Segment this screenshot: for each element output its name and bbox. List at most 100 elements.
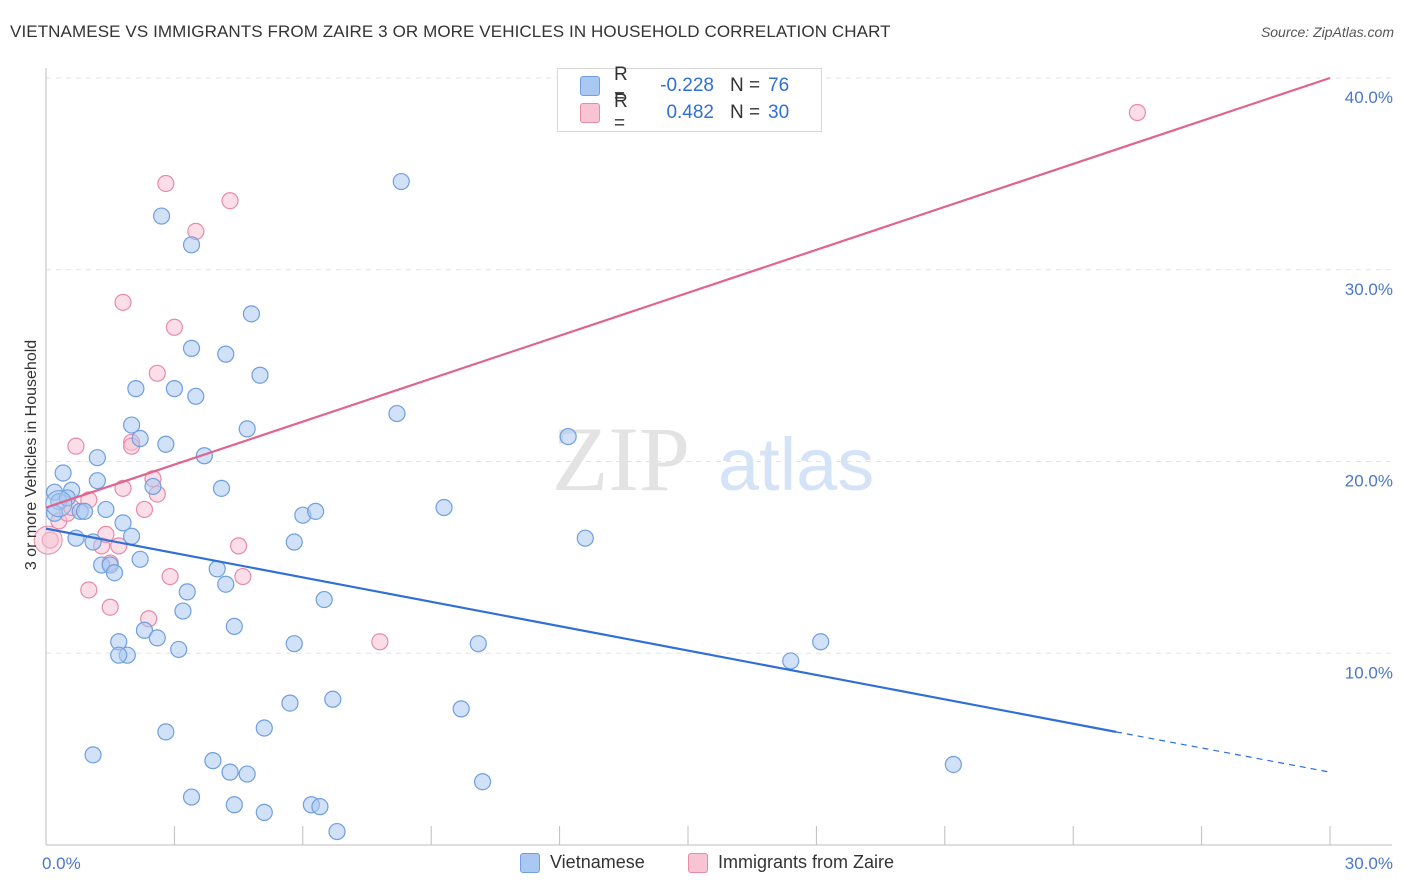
vietnamese-point [170, 640, 188, 659]
zaire-points [33, 103, 1147, 651]
zaire-point [371, 633, 389, 651]
vietnamese-point [178, 583, 196, 601]
zaire-point [67, 437, 85, 455]
zaire-point [114, 293, 132, 311]
vietnamese-point [217, 345, 235, 363]
vietnamese-point [812, 633, 830, 651]
vietnamese-point [221, 763, 239, 781]
vietnamese-point [123, 527, 141, 545]
vietnamese-point [388, 404, 406, 423]
vietnamese-point [114, 514, 132, 532]
vietnamese-point [559, 427, 577, 446]
vietnamese-point [123, 416, 141, 434]
legend-n-value: 30 [768, 102, 790, 123]
vietnamese-point [110, 646, 128, 664]
legend-row-vietnamese: R = -0.228 N = 76 [580, 64, 790, 107]
vietnamese-point [238, 420, 256, 438]
axes [45, 68, 1392, 846]
vietnamese-point [473, 773, 492, 791]
legend-n-label: N = [730, 102, 761, 123]
bottom-legend-label-vietnamese: Vietnamese [550, 852, 645, 872]
y-tick-label: 30.0% [1345, 280, 1393, 299]
zaire-point [157, 174, 175, 193]
x-tick-label-min: 0.0% [42, 854, 81, 873]
vietnamese-point [392, 172, 410, 191]
vietnamese-point [238, 765, 256, 783]
vietnamese-point [281, 694, 299, 712]
vietnamese-point [225, 617, 243, 636]
vietnamese-point [135, 621, 154, 639]
bottom-legend-swatch-zaire [688, 852, 708, 873]
zaire-trend-line [45, 76, 1331, 509]
bottom-legend-swatch-vietnamese [520, 852, 540, 873]
y-tick-label: 10.0% [1345, 663, 1393, 682]
legend-swatch-zaire [580, 103, 600, 123]
correlation-legend: R = -0.228 N = 76 R = 0.482 N = 30 [557, 64, 822, 134]
vietnamese-point [315, 590, 333, 609]
vietnamese-point [131, 550, 149, 568]
zaire-point [234, 567, 252, 586]
legend-n-value: 76 [768, 75, 790, 96]
y-axis-label: 3 or more Vehicles in Household [23, 340, 40, 570]
zaire-point [221, 192, 239, 210]
vietnamese-point [285, 533, 303, 551]
legend-row-zaire: R = 0.482 N = 30 [580, 91, 790, 134]
vietnamese-point [88, 472, 106, 490]
bottom-legend-zaire: Immigrants from Zaire [688, 852, 894, 873]
vietnamese-point [225, 796, 243, 814]
zaire-point [1128, 103, 1147, 122]
zaire-point [148, 364, 166, 382]
vietnamese-point [452, 700, 470, 718]
vietnamese-point [576, 529, 594, 547]
vietnamese-point [148, 629, 166, 647]
x-tick-label-max: 30.0% [1345, 854, 1393, 873]
vietnamese-point [84, 746, 102, 764]
vietnamese-point [944, 755, 962, 774]
vietnamese-trend-extension [1115, 731, 1331, 773]
vietnamese-point [105, 564, 124, 582]
vietnamese-point [97, 500, 115, 519]
legend-r-value: -0.228 [660, 75, 714, 96]
vietnamese-point [157, 435, 175, 453]
vietnamese-point [307, 502, 325, 520]
vietnamese-point [251, 366, 269, 384]
vietnamese-point [127, 380, 145, 398]
vietnamese-point [469, 635, 487, 653]
watermark-atlas: atlas [718, 423, 874, 506]
source-credit: Source: ZipAtlas.com [1260, 24, 1394, 40]
zaire-point [80, 581, 98, 599]
vietnamese-point [324, 690, 342, 708]
vietnamese-point [255, 719, 273, 737]
vietnamese-point [204, 752, 222, 770]
vietnamese-point [217, 575, 235, 593]
vietnamese-point [152, 207, 171, 225]
vietnamese-point [328, 822, 346, 841]
zaire-point [114, 479, 132, 497]
vietnamese-point [54, 464, 72, 482]
chart-title: VIETNAMESE VS IMMIGRANTS FROM ZAIRE 3 OR… [10, 22, 891, 41]
vietnamese-trend-line [45, 527, 1117, 733]
zaire-point [230, 537, 248, 555]
y-tick-label: 20.0% [1345, 472, 1393, 491]
vietnamese-point [242, 305, 261, 323]
legend-r-label: R = [614, 64, 628, 107]
vietnamese-point [212, 479, 231, 497]
trend-lines [45, 76, 1331, 773]
zaire-point [101, 598, 119, 616]
vietnamese-point [782, 652, 800, 670]
watermark-zip: ZIP [552, 408, 690, 510]
vietnamese-point [285, 635, 303, 653]
zaire-point-cluster [33, 525, 63, 555]
bottom-legend-label-zaire: Immigrants from Zaire [718, 852, 895, 872]
zaire-point [135, 500, 154, 519]
vietnamese-point [195, 447, 213, 465]
vietnamese-point [182, 788, 201, 806]
bottom-legend-vietnamese: Vietnamese [520, 852, 645, 873]
vietnamese-point [435, 498, 453, 517]
vietnamese-point [88, 449, 106, 467]
legend-n-label: N = [730, 75, 761, 96]
vietnamese-point [144, 477, 162, 496]
vietnamese-point [174, 602, 192, 620]
vietnamese-point [165, 380, 183, 398]
